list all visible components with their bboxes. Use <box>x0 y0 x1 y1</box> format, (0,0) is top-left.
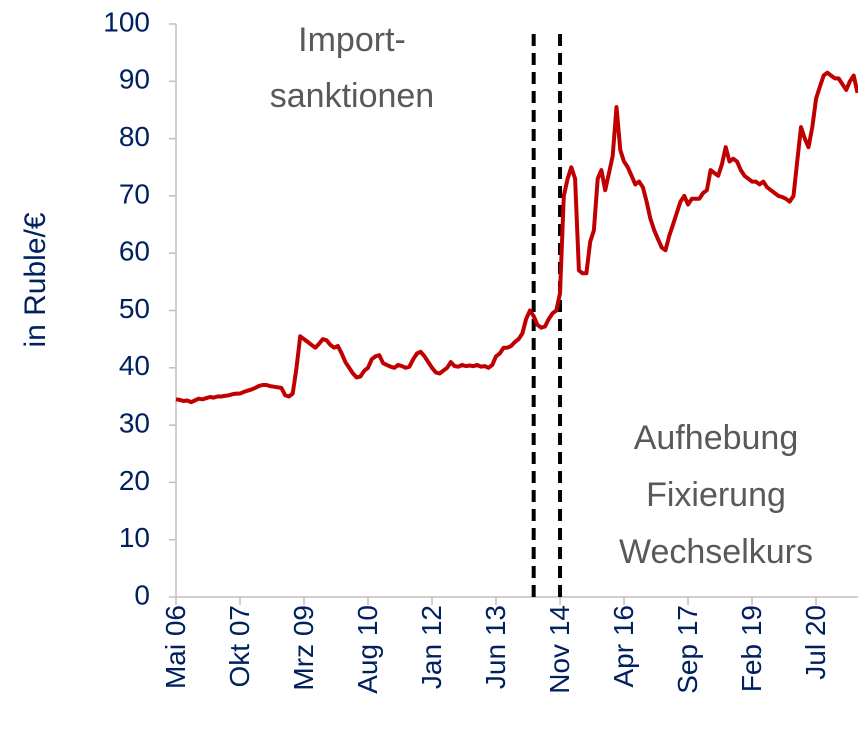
x-tick-label: Mai 06 <box>160 605 191 689</box>
y-tick-label: 20 <box>119 465 150 496</box>
annotation: Wechselkurs <box>619 533 813 571</box>
x-tick-label: Feb 19 <box>736 605 767 692</box>
x-tick-label: Jun 13 <box>480 605 511 689</box>
y-tick-label: 30 <box>119 407 150 438</box>
x-tick-label: Okt 07 <box>224 605 255 687</box>
y-tick-label: 10 <box>119 522 150 553</box>
x-tick-label: Jan 12 <box>416 605 447 689</box>
y-axis-label: in Ruble/€ <box>19 212 52 347</box>
line-series <box>175 70 858 405</box>
annotation: Import- <box>298 21 406 59</box>
annotation: Aufhebung <box>634 419 799 457</box>
x-tick-label: Aug 10 <box>352 605 383 694</box>
y-tick-label: 40 <box>119 350 150 381</box>
y-tick-label: 60 <box>119 236 150 267</box>
x-tick-label: Apr 16 <box>608 605 639 688</box>
y-tick-label: 50 <box>119 293 150 324</box>
y-tick-label: 100 <box>103 6 150 37</box>
y-tick-label: 70 <box>119 178 150 209</box>
y-tick-label: 90 <box>119 64 150 95</box>
x-tick-label: Sep 17 <box>672 605 703 694</box>
annotation: Fixierung <box>646 476 786 514</box>
x-tick-label: Nov 14 <box>544 605 575 694</box>
y-tick-label: 0 <box>134 579 150 610</box>
y-tick-label: 80 <box>119 121 150 152</box>
annotation: sanktionen <box>270 77 434 115</box>
x-tick-label: Mrz 09 <box>288 605 319 691</box>
x-tick-label: Jul 20 <box>800 605 831 680</box>
